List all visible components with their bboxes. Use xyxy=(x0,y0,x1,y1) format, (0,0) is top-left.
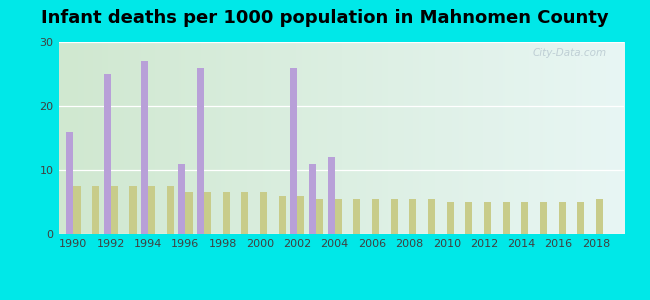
Bar xyxy=(484,202,491,234)
Bar xyxy=(111,186,118,234)
Bar xyxy=(197,68,204,234)
Bar xyxy=(335,199,342,234)
Bar xyxy=(447,202,454,234)
Bar xyxy=(410,199,417,234)
Bar xyxy=(559,202,566,234)
Bar xyxy=(141,61,148,234)
Bar xyxy=(298,196,304,234)
Bar xyxy=(354,199,361,234)
Bar xyxy=(241,192,248,234)
Bar xyxy=(66,132,73,234)
Bar xyxy=(129,186,136,234)
Bar xyxy=(178,164,185,234)
Bar xyxy=(428,199,435,234)
Bar xyxy=(521,202,528,234)
Bar xyxy=(316,199,323,234)
Bar xyxy=(309,164,316,234)
Text: Infant deaths per 1000 population in Mahnomen County: Infant deaths per 1000 population in Mah… xyxy=(41,9,609,27)
Bar xyxy=(465,202,473,234)
Bar xyxy=(596,199,603,234)
Bar xyxy=(223,192,230,234)
Bar xyxy=(279,196,286,234)
Text: City-Data.com: City-Data.com xyxy=(533,48,607,58)
Bar xyxy=(167,186,174,234)
Bar xyxy=(185,192,192,234)
Bar xyxy=(103,74,111,234)
Bar xyxy=(391,199,398,234)
Bar xyxy=(204,192,211,234)
Bar xyxy=(502,202,510,234)
Bar xyxy=(540,202,547,234)
Bar xyxy=(148,186,155,234)
Bar xyxy=(328,157,335,234)
Bar xyxy=(92,186,99,234)
Bar xyxy=(291,68,298,234)
Bar xyxy=(372,199,379,234)
Bar xyxy=(260,192,267,234)
Bar xyxy=(73,186,81,234)
Bar xyxy=(577,202,584,234)
